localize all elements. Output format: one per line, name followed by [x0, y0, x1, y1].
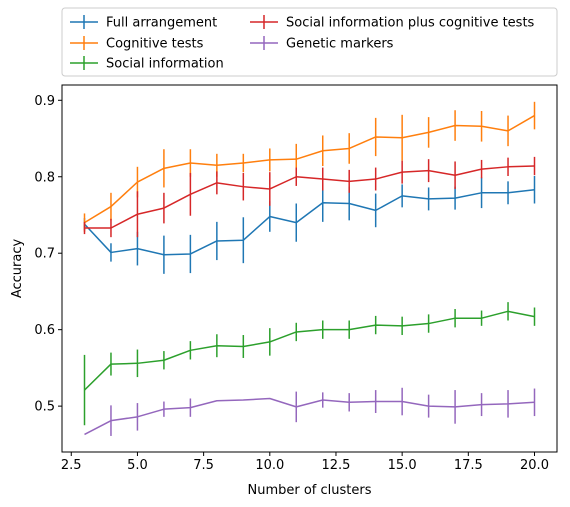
x-tick-label: 20.0: [520, 458, 549, 473]
legend-label: Cognitive tests: [106, 37, 204, 52]
x-tick-label: 7.5: [193, 458, 214, 473]
y-tick-label: 0.8: [34, 170, 55, 185]
series-line: [84, 114, 535, 224]
x-axis-label: Number of clusters: [247, 483, 371, 498]
y-tick-label: 0.9: [34, 94, 55, 109]
series-social-information-plus-cognitive-tests: [83, 156, 536, 238]
legend-label: Genetic markers: [286, 37, 394, 52]
series-line: [84, 165, 535, 229]
y-tick-label: 0.6: [34, 323, 55, 338]
series-layer: [83, 101, 536, 436]
x-tick-label: 15.0: [388, 458, 417, 473]
y-tick-label: 0.5: [34, 400, 55, 415]
x-tick-label: 10.0: [255, 458, 284, 473]
legend-item: Full arrangement: [70, 15, 217, 31]
legend-item: Cognitive tests: [70, 36, 204, 52]
y-tick-label: 0.7: [34, 247, 55, 262]
x-tick-label: 2.5: [61, 458, 82, 473]
legend-item: Genetic markers: [250, 36, 394, 52]
legend-item: Social information plus cognitive tests: [250, 15, 535, 31]
x-tick-label: 17.5: [454, 458, 483, 473]
series-line: [83, 189, 535, 256]
legend-label: Social information plus cognitive tests: [286, 16, 535, 31]
series-full-arrangement: [83, 175, 536, 274]
series-line: [84, 397, 535, 436]
axes-frame: [61, 84, 558, 453]
y-axis: 0.5 0.6 0.7 0.8 0.9: [34, 94, 62, 415]
legend-label: Full arrangement: [106, 16, 217, 31]
legend: Full arrangement Cognitive tests Social in…: [61, 7, 558, 77]
x-tick-label: 5.0: [127, 458, 148, 473]
y-axis-label: Accuracy: [10, 239, 25, 299]
x-tick-label: 12.5: [321, 458, 350, 473]
legend-item: Social information: [70, 56, 224, 72]
legend-label: Social information: [106, 57, 224, 72]
series-line: [83, 310, 535, 391]
x-axis: 2.5 5.0 7.5 10.0 12.5 15.0 17.5 20.0: [61, 452, 549, 473]
series-genetic-markers: [84, 387, 536, 436]
plot-area: [61, 84, 558, 453]
series-social-information: [83, 302, 536, 426]
legend-frame: [61, 7, 558, 77]
